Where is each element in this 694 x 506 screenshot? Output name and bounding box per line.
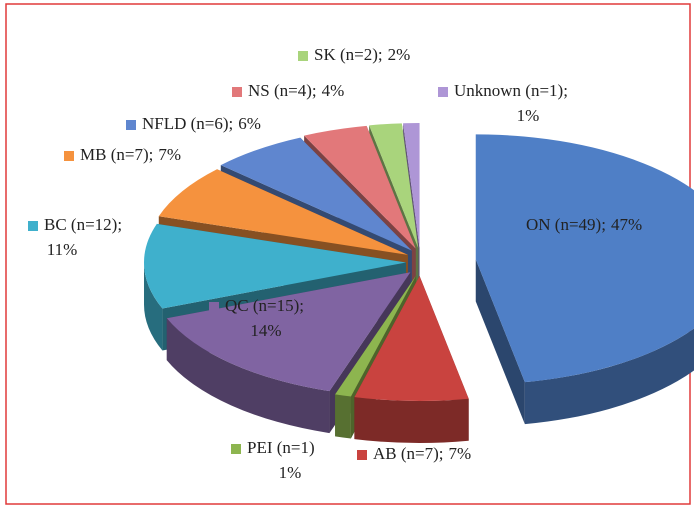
- slice-label: MB (n=7);: [80, 145, 153, 164]
- slice-label: Unknown (n=1);: [454, 81, 568, 100]
- slice-label: SK (n=2);: [314, 45, 383, 64]
- slice-value-label: 7%: [449, 444, 472, 463]
- slice: [304, 125, 416, 249]
- legend-marker: [231, 444, 241, 454]
- slice-value-label: 6%: [238, 114, 261, 133]
- slice: [166, 272, 411, 392]
- slice: [369, 123, 419, 249]
- slice: [354, 275, 469, 401]
- slice-wall: [166, 318, 330, 434]
- legend-marker: [298, 51, 308, 61]
- slice: [403, 123, 420, 249]
- slice: [335, 275, 417, 397]
- legend-marker: [438, 87, 448, 97]
- legend-marker: [64, 151, 74, 161]
- slice: [144, 223, 407, 309]
- slice-label: NFLD (n=6);: [142, 114, 233, 133]
- legend-marker: [510, 221, 520, 231]
- slice-label: PEI (n=1): [247, 438, 315, 457]
- slice: [220, 137, 412, 251]
- slice-value-label: 14%: [250, 321, 281, 340]
- slice-label: BC (n=12);: [44, 215, 122, 234]
- slice-value-label: 1%: [279, 463, 302, 482]
- slice-value-label: 7%: [158, 145, 181, 164]
- legend-marker: [126, 120, 136, 130]
- slice-label: AB (n=7);: [373, 444, 444, 463]
- legend-marker: [232, 87, 242, 97]
- slice-wall: [335, 394, 351, 439]
- slice-value-label: 2%: [388, 45, 411, 64]
- slice: [158, 169, 408, 255]
- slice-side: [475, 259, 525, 425]
- slice: [475, 134, 694, 383]
- legend-marker: [357, 450, 367, 460]
- slice-wall: [354, 397, 469, 443]
- slice-value-label: 4%: [322, 81, 345, 100]
- slice-label: QC (n=15);: [225, 296, 304, 315]
- slice-label: NS (n=4);: [248, 81, 317, 100]
- slice-value-label: 1%: [517, 106, 540, 125]
- slice-wall: [144, 262, 163, 351]
- slice-value-label: 11%: [47, 240, 78, 259]
- slice-label: ON (n=49);: [526, 215, 606, 234]
- legend-marker: [209, 302, 219, 312]
- slice-value-label: 47%: [611, 215, 642, 234]
- slice-wall: [524, 328, 694, 425]
- legend-marker: [28, 221, 38, 231]
